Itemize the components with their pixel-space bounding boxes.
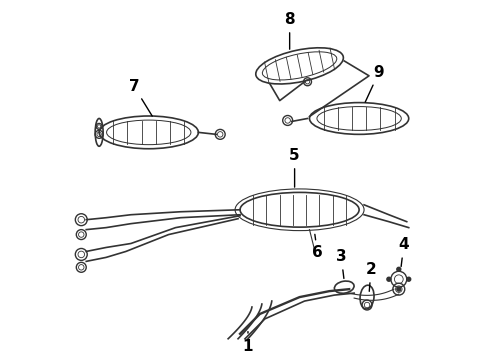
Text: 2: 2 <box>366 262 376 291</box>
Text: 3: 3 <box>336 249 346 278</box>
Text: 5: 5 <box>289 148 300 187</box>
Text: 1: 1 <box>243 332 253 354</box>
Text: 9: 9 <box>365 65 384 102</box>
Text: 8: 8 <box>284 12 295 49</box>
Circle shape <box>397 287 401 291</box>
Text: 7: 7 <box>128 79 152 116</box>
Circle shape <box>407 277 411 281</box>
Circle shape <box>387 277 391 281</box>
Circle shape <box>397 267 401 271</box>
Text: 4: 4 <box>398 238 409 266</box>
Text: 6: 6 <box>312 234 323 260</box>
